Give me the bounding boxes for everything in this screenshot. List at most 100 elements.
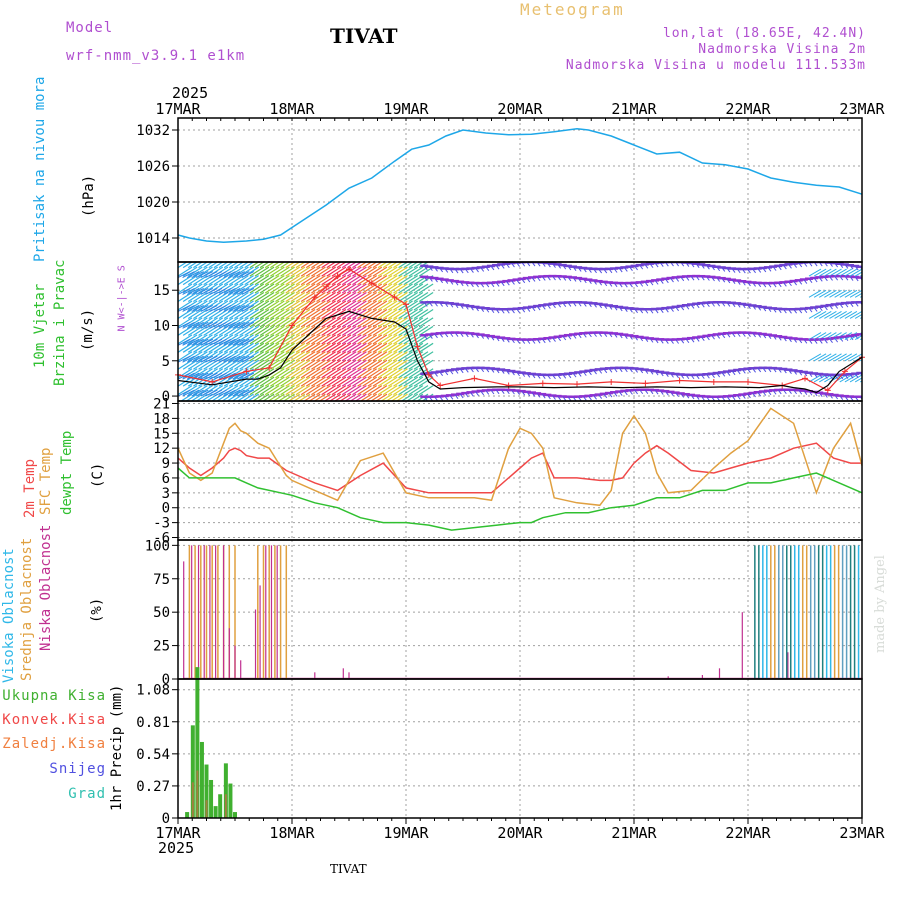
- legend-conv-rain: Konvek.Kisa: [2, 712, 106, 728]
- dewpt-line: [177, 467, 863, 531]
- model-name: wrf-nmm_v3.9.1 e1km: [66, 48, 246, 64]
- y-tick-label: 1032: [136, 123, 170, 139]
- y-tick-label: 9: [162, 456, 170, 472]
- total-precip-bar: [185, 812, 190, 818]
- conv-precip-bar: [205, 800, 208, 818]
- x-tick-label-top: 19MAR: [383, 100, 429, 118]
- meteogram-label: Meteogram: [520, 0, 625, 19]
- page-title: TIVAT: [330, 24, 398, 48]
- y-tick-label: 25: [153, 639, 170, 655]
- gust-point: [608, 378, 615, 385]
- y-tick-label: 75: [153, 572, 170, 588]
- y-tick-label: 0: [162, 672, 170, 688]
- gust-point: [289, 322, 295, 329]
- y-tick-label: 6: [162, 471, 170, 487]
- gust-point: [209, 378, 216, 385]
- x-tick-label-bottom: 23MAR: [839, 824, 885, 842]
- year-top-label: 2025: [172, 84, 208, 102]
- y-tick-label: 50: [153, 605, 170, 621]
- y-tick-label: -6: [153, 531, 170, 547]
- conv-precip-bar: [196, 770, 199, 818]
- x-tick-label-top: 21MAR: [611, 100, 657, 118]
- legend-grad: Grad: [68, 786, 106, 802]
- gust-point: [391, 294, 398, 301]
- gust-point: [841, 368, 848, 375]
- tick-labels: 1014102010261032051015-6-303691215182102…: [136, 100, 885, 842]
- gust-point: [471, 375, 478, 382]
- wind-barbs: [178, 262, 862, 401]
- gust-point: [323, 283, 330, 290]
- gust-point: [266, 364, 273, 371]
- total-precip-bar: [228, 783, 233, 818]
- gust-point: [437, 382, 444, 389]
- conv-precip-bar: [224, 794, 227, 818]
- total-precip-bar: [209, 779, 214, 818]
- pressure-line: [177, 128, 863, 243]
- x-tick-label-bottom: 22MAR: [725, 824, 771, 842]
- cloud-bars: [183, 545, 862, 680]
- gust-point: [403, 301, 409, 308]
- y-tick-label: 12: [153, 441, 170, 457]
- total-precip-bar: [199, 741, 204, 818]
- fill-layer: [178, 262, 862, 401]
- gust-point: [425, 371, 432, 378]
- gust-point: [676, 377, 683, 384]
- y-tick-label: 3: [162, 486, 170, 502]
- y-tick-label: 100: [145, 538, 170, 554]
- gust-point: [346, 266, 352, 273]
- gust-point: [243, 368, 250, 375]
- x-tick-label-top: 20MAR: [497, 100, 543, 118]
- y-tick-label: 0: [162, 389, 170, 405]
- legend-snow: Snijeg: [49, 761, 106, 777]
- total-precip-bar: [223, 763, 228, 818]
- gust-point: [745, 378, 751, 385]
- legend-frozen-rain: Zaledj.Kisa: [2, 736, 106, 752]
- y-tick-label: 0.54: [136, 747, 170, 763]
- x-tick-label-bottom: 17MAR: [155, 824, 201, 842]
- gust-point: [710, 378, 717, 385]
- model-elevation-label: Nadmorska Visina u modelu 111.533m: [565, 58, 866, 73]
- y-tick-label: 1020: [136, 195, 170, 211]
- y-tick-label: 5: [162, 354, 170, 370]
- y-tick-label: 1014: [136, 231, 170, 247]
- x-tick-label-bottom: 21MAR: [611, 824, 657, 842]
- x-tick-label-bottom: 19MAR: [383, 824, 429, 842]
- y-tick-label: 0: [162, 811, 170, 827]
- y-tick-label: -3: [153, 516, 170, 532]
- total-precip-bar: [218, 794, 223, 818]
- legend-total-rain: Ukupna Kisa: [2, 688, 106, 704]
- gust-point: [311, 294, 318, 301]
- x-tick-label-top: 17MAR: [155, 100, 201, 118]
- total-precip-bar: [195, 667, 200, 818]
- y-tick-label: 0: [162, 501, 170, 517]
- t2m-line: [177, 442, 862, 494]
- gust-point: [539, 380, 546, 387]
- x-tick-label-top: 23MAR: [839, 100, 885, 118]
- series-layer: [175, 128, 865, 818]
- lonlat-label: lon,lat (18.65E, 42.4N): [662, 26, 866, 41]
- gust-point: [574, 381, 580, 388]
- gust-point: [334, 273, 341, 280]
- total-precip-bar: [190, 725, 195, 818]
- total-precip-bar: [233, 812, 237, 818]
- y-tick-label: 0.81: [136, 715, 170, 731]
- y-tick-label: 1026: [136, 159, 170, 175]
- gust-point: [505, 382, 512, 389]
- footer-station: TIVAT: [330, 862, 367, 876]
- total-precip-bar: [213, 806, 218, 818]
- total-precip-bar: [204, 764, 209, 818]
- model-label: Model: [66, 20, 114, 36]
- y-tick-label: 21: [153, 396, 170, 412]
- gust-point: [642, 380, 649, 387]
- conv-precip-bar: [191, 782, 194, 818]
- y-tick-label: 18: [153, 411, 170, 427]
- y-tick-label: 1.08: [136, 683, 170, 699]
- x-tick-label-bottom: 18MAR: [269, 824, 315, 842]
- wind-avg-line: [177, 310, 863, 394]
- gust-point: [414, 343, 421, 350]
- tsfc-line: [177, 407, 863, 507]
- y-tick-label: 15: [153, 426, 170, 442]
- x-tick-label-bottom: 20MAR: [497, 824, 543, 842]
- elevation-label: Nadmorska Visina 2m: [698, 42, 866, 57]
